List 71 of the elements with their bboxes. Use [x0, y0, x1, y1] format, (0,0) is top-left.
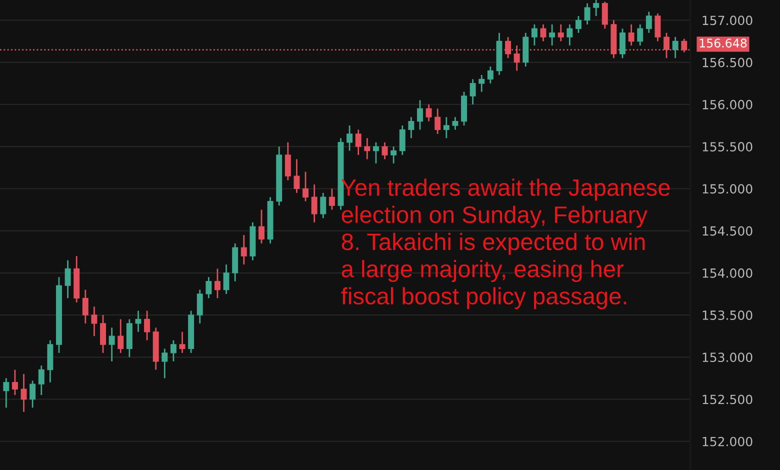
- candlestick: [302, 171, 309, 202]
- ref-line-label: 156.648: [700, 38, 747, 48]
- candlestick: [540, 24, 546, 42]
- candlestick: [223, 264, 230, 295]
- candlestick: [30, 380, 36, 408]
- y-tick-label: 155.000: [702, 184, 752, 194]
- y-tick-label: 154.500: [702, 226, 752, 236]
- candlestick: [206, 276, 212, 299]
- candlestick: [646, 11, 652, 34]
- candlestick: [426, 104, 432, 122]
- candlestick: [382, 142, 388, 160]
- candlestick: [3, 377, 10, 408]
- y-tick-label: 155.500: [702, 142, 752, 152]
- candlestick: [346, 124, 353, 152]
- candlestick: [434, 108, 441, 135]
- candlestick: [602, 0, 608, 30]
- y-tick-label: 152.000: [702, 436, 752, 446]
- candlestick: [311, 184, 318, 224]
- candlestick: [620, 28, 626, 59]
- y-tick-label: 156.000: [702, 100, 752, 110]
- candlestick: [118, 318, 124, 354]
- candlestick: [20, 373, 27, 413]
- candlestick: [144, 310, 150, 341]
- candlestick: [408, 116, 414, 139]
- candlestick: [558, 24, 564, 42]
- candlestick: [390, 146, 397, 164]
- candlestick: [38, 364, 44, 396]
- candlestick: [654, 12, 661, 42]
- candlestick: [372, 142, 379, 164]
- candlestick: [170, 340, 176, 362]
- candlestick: [364, 137, 370, 160]
- candlestick: [162, 348, 168, 379]
- candlestick: [672, 36, 678, 59]
- candlestick: [399, 124, 406, 156]
- y-tick-label: 157.000: [702, 16, 752, 26]
- candlestick: [214, 268, 220, 299]
- candlestick: [443, 116, 450, 139]
- candlestick: [478, 74, 485, 93]
- candlestick: [320, 192, 326, 219]
- y-tick-label: 156.500: [702, 58, 752, 68]
- candlestick: [240, 234, 247, 266]
- y-tick-label: 153.000: [702, 352, 752, 362]
- candlestick: [452, 116, 458, 130]
- candlestick: [628, 24, 634, 46]
- candlestick: [135, 310, 142, 333]
- candlestick: [294, 158, 300, 194]
- y-tick-label: 153.500: [702, 310, 752, 320]
- y-tick-label: 154.000: [702, 268, 752, 278]
- candlestick: [355, 129, 362, 156]
- candlestick: [531, 24, 538, 46]
- candlestick: [108, 326, 115, 362]
- candlestick: [64, 260, 71, 299]
- candlestick: [470, 78, 476, 106]
- candlestick: [637, 24, 644, 46]
- y-tick-label: 152.500: [702, 394, 752, 404]
- candlestick: [575, 15, 582, 34]
- candlestick: [284, 142, 291, 181]
- candlestick: [12, 369, 18, 396]
- candlestick: [487, 66, 494, 84]
- candlestick: [258, 209, 264, 244]
- candlestick: [196, 289, 203, 324]
- candlestick: [584, 2, 590, 26]
- candlestick: [82, 289, 88, 324]
- candlestick: [100, 314, 106, 354]
- candlestick: [566, 24, 573, 46]
- candlestick: [328, 188, 335, 210]
- candlestick: [417, 100, 423, 130]
- candlestick: [549, 24, 556, 46]
- candlestick: [91, 306, 98, 337]
- candlestick: [179, 331, 186, 354]
- candlestick: [593, 0, 600, 17]
